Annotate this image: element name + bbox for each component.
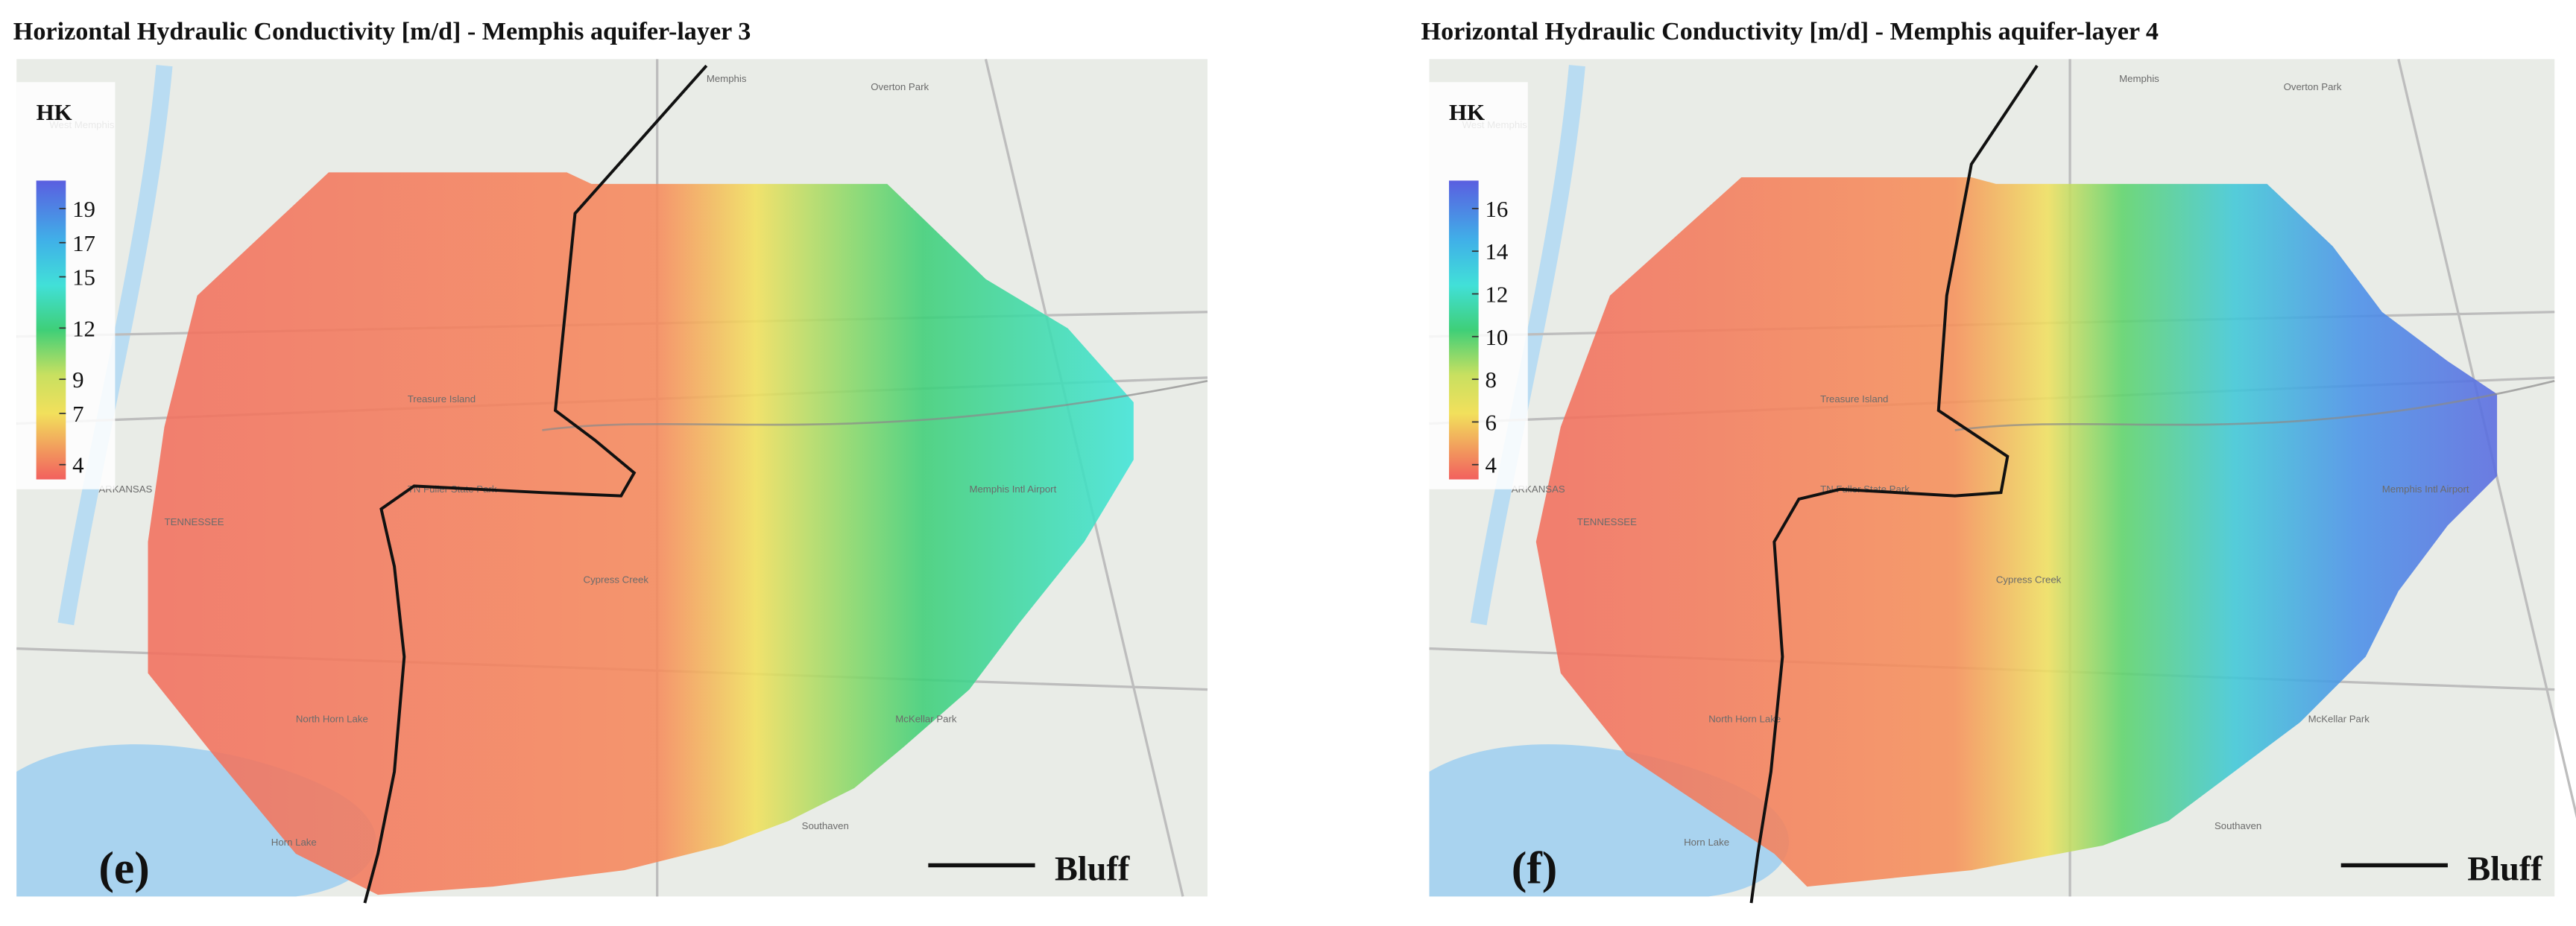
colorbar-tick-label: 4 — [1485, 453, 1496, 478]
panel-label: (f) — [1512, 843, 1558, 894]
place-label: Memphis Intl Airport — [969, 483, 1056, 495]
colorbar-tick-label: 12 — [1485, 282, 1508, 308]
colorbar-tick-label: 10 — [1485, 325, 1508, 350]
bluff-legend-label: Bluff — [1055, 850, 1130, 888]
map-panel: Horizontal Hydraulic Conductivity [m/d] … — [13, 18, 1208, 904]
place-label: Cypress Creek — [584, 574, 649, 585]
road — [2397, 58, 2576, 819]
colorbar-tick-label: 14 — [1485, 239, 1508, 264]
conductivity-surface — [148, 172, 1134, 895]
map-panel: Horizontal Hydraulic Conductivity [m/d] … — [1421, 18, 2576, 904]
place-label: Treasure Island — [408, 393, 476, 405]
road — [1954, 380, 2555, 431]
colorbar-tick-label: 17 — [72, 231, 95, 256]
colorbar-tick-label: 7 — [72, 402, 83, 427]
place-label: Southaven — [802, 820, 849, 831]
place-label: Horn Lake — [1684, 837, 1729, 848]
bluff-line — [363, 64, 708, 904]
road — [542, 380, 1208, 431]
river — [57, 65, 173, 626]
colorbar-tick-label: 9 — [72, 367, 83, 393]
colorbar-tick-label: 15 — [72, 265, 95, 291]
colorbar-tick-label: 6 — [1485, 410, 1496, 435]
panel-label: (e) — [98, 843, 149, 894]
panel-title: Horizontal Hydraulic Conductivity [m/d] … — [13, 18, 751, 45]
colorbar — [1448, 180, 1479, 480]
place-label: Southaven — [2214, 820, 2261, 831]
legend-title: HK — [37, 100, 72, 125]
place-label: North Horn Lake — [1708, 714, 1781, 725]
place-label: Memphis — [707, 73, 747, 84]
bluff-legend-label: Bluff — [2467, 850, 2542, 888]
place-label: Overton Park — [871, 81, 929, 92]
place-label: McKellar Park — [2308, 714, 2370, 725]
colorbar-tick-label: 16 — [1485, 197, 1508, 222]
place-label: Overton Park — [2284, 81, 2342, 92]
colorbar-tick-label: 4 — [72, 453, 83, 478]
place-label: Horn Lake — [271, 837, 317, 848]
place-label: TENNESSEE — [1577, 516, 1637, 527]
place-label: McKellar Park — [895, 714, 957, 725]
place-label: Memphis — [2119, 73, 2159, 84]
colorbar-tick-label: 8 — [1485, 367, 1496, 393]
panel-title: Horizontal Hydraulic Conductivity [m/d] … — [1421, 18, 2159, 45]
bluff-line — [1749, 65, 2039, 904]
colorbar-tick-label: 12 — [72, 316, 95, 341]
legend-title: HK — [1449, 100, 1485, 125]
place-label: Treasure Island — [1820, 393, 1888, 405]
river — [1470, 65, 1585, 626]
place-label: Cypress Creek — [1996, 574, 2062, 585]
place-label: North Horn Lake — [296, 714, 368, 725]
colorbar — [36, 180, 66, 480]
colorbar-tick-label: 19 — [72, 197, 95, 222]
place-label: TENNESSEE — [165, 516, 224, 527]
place-label: Memphis Intl Airport — [2382, 483, 2469, 495]
